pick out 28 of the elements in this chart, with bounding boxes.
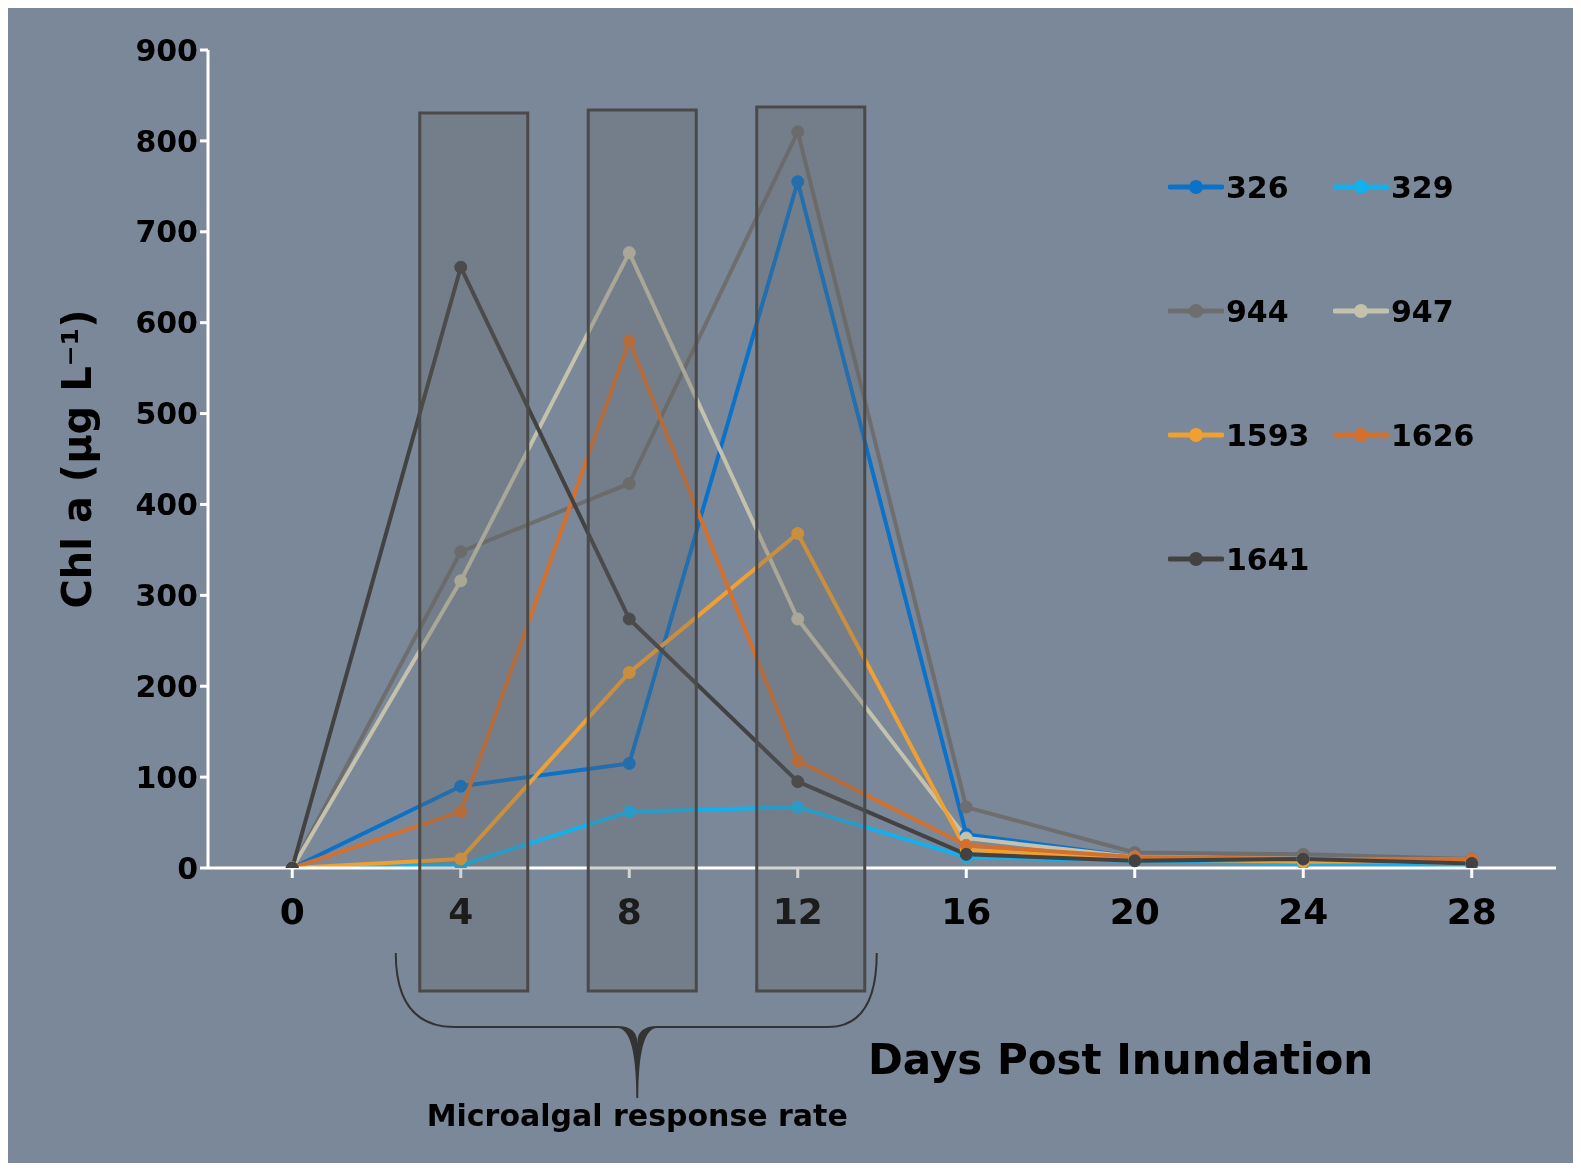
x-axis-title: Days Post Inundation (868, 1035, 1374, 1084)
x-tick-label: 16 (941, 890, 992, 932)
x-tick-label: 24 (1278, 890, 1329, 932)
x-tick-label: 28 (1446, 890, 1497, 932)
x-tick-label: 12 (772, 890, 823, 932)
y-tick-label: 700 (135, 214, 198, 250)
text: Microalgal response rate (426, 1098, 848, 1133)
legend-label: 329 (1391, 169, 1454, 205)
y-tick-label: 800 (135, 123, 198, 159)
y-tick-label: 600 (135, 305, 198, 341)
y-tick-label: 0 (177, 850, 198, 886)
y-tick-label: 500 (135, 396, 198, 432)
x-tick-label: 0 (279, 890, 305, 932)
y-tick-label: 400 (135, 487, 198, 523)
y-axis-title: Chl a (µg L⁻¹) (54, 309, 100, 609)
legend-label: 1641 (1226, 541, 1310, 577)
legend-label: 326 (1226, 169, 1289, 205)
legend-label: 944 (1226, 293, 1289, 329)
y-tick-label: 900 (135, 32, 198, 68)
x-tick-label: 20 (1109, 890, 1160, 932)
y-tick-label: 100 (135, 759, 198, 795)
legend-label: 1626 (1391, 417, 1475, 453)
legend-label: 1593 (1226, 417, 1310, 453)
legend-label: 947 (1391, 293, 1454, 329)
x-tick-label: 8 (616, 890, 642, 932)
y-tick-label: 300 (135, 577, 198, 613)
x-tick-label: 4 (448, 890, 474, 932)
y-tick-label: 200 (135, 668, 198, 704)
